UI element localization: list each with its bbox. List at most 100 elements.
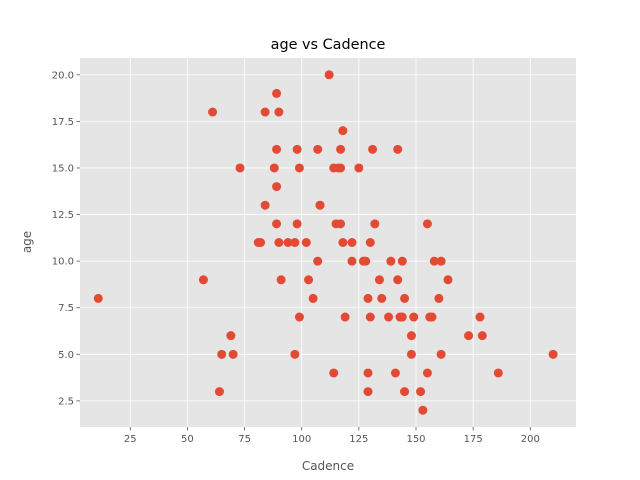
- data-point: [260, 107, 270, 117]
- data-point: [226, 331, 236, 341]
- y-tick-label: 10.0: [52, 257, 74, 268]
- chart-title: age vs Cadence: [271, 37, 386, 53]
- x-tick-label: 175: [464, 434, 483, 445]
- data-point: [400, 387, 410, 397]
- data-point: [354, 163, 364, 173]
- data-point: [274, 238, 284, 247]
- data-point: [416, 387, 426, 397]
- data-point: [256, 238, 266, 247]
- data-point: [409, 312, 419, 322]
- data-point: [406, 349, 416, 359]
- x-tick-label: 200: [521, 434, 540, 445]
- data-point: [340, 312, 350, 322]
- grid-lines: [80, 58, 576, 427]
- data-point: [198, 275, 208, 285]
- x-tick-label: 125: [349, 434, 368, 445]
- data-point: [338, 126, 348, 136]
- x-tick-label: 100: [292, 434, 311, 445]
- data-point: [390, 368, 400, 378]
- data-point: [365, 238, 375, 247]
- data-point: [308, 293, 318, 303]
- data-point: [422, 368, 432, 378]
- y-axis-label: age: [20, 231, 34, 253]
- data-point: [434, 293, 444, 303]
- data-point: [386, 256, 396, 266]
- data-point: [422, 219, 432, 229]
- data-point: [304, 275, 314, 285]
- plot-area: [80, 58, 576, 427]
- data-point: [370, 219, 380, 229]
- data-point: [347, 256, 357, 266]
- data-point: [368, 144, 378, 154]
- y-tick-label: 2.5: [58, 396, 74, 407]
- data-point: [365, 312, 375, 322]
- data-point: [290, 238, 300, 247]
- data-point: [313, 144, 323, 154]
- data-point: [393, 275, 403, 285]
- data-point: [493, 368, 503, 378]
- x-tick-label: 50: [181, 434, 194, 445]
- y-tick-label: 5.0: [58, 350, 74, 361]
- x-axis-label: Cadence: [302, 459, 354, 473]
- data-point: [393, 144, 403, 154]
- data-point: [208, 107, 218, 117]
- data-point: [475, 312, 485, 322]
- x-tick-label: 150: [406, 434, 425, 445]
- data-point: [313, 256, 323, 266]
- data-point: [427, 312, 437, 322]
- data-point: [406, 331, 416, 341]
- data-point: [436, 349, 446, 359]
- data-point: [294, 163, 304, 173]
- data-points: [93, 70, 558, 415]
- data-point: [272, 219, 282, 229]
- x-tick-label: 75: [238, 434, 251, 445]
- data-point: [363, 368, 373, 378]
- data-point: [301, 238, 311, 247]
- data-point: [217, 349, 227, 359]
- data-point: [276, 275, 286, 285]
- data-point: [315, 200, 325, 210]
- y-tick-label: 15.0: [52, 163, 74, 174]
- data-point: [228, 349, 238, 359]
- data-point: [397, 312, 407, 322]
- data-point: [274, 107, 284, 117]
- data-point: [324, 70, 334, 80]
- data-point: [363, 293, 373, 303]
- data-point: [329, 368, 339, 378]
- data-point: [294, 312, 304, 322]
- data-point: [336, 219, 346, 229]
- data-point: [338, 238, 348, 247]
- data-point: [443, 275, 453, 285]
- y-tick-label: 20.0: [52, 70, 74, 81]
- data-point: [290, 349, 300, 359]
- y-tick-label: 12.5: [52, 210, 74, 221]
- data-point: [214, 387, 224, 397]
- data-point: [464, 331, 474, 341]
- y-tick-label: 7.5: [58, 303, 74, 314]
- data-point: [336, 163, 346, 173]
- data-point: [283, 238, 293, 247]
- data-point: [292, 144, 302, 154]
- data-point: [260, 200, 270, 210]
- data-point: [93, 293, 103, 303]
- data-point: [347, 238, 357, 247]
- data-point: [272, 144, 282, 154]
- axis-ticks: 25 50 75 100 125 150 175 200 2.5 5.0 7.5 10.0 12.5 15…: [52, 70, 540, 445]
- data-point: [400, 293, 410, 303]
- data-point: [272, 88, 282, 98]
- data-point: [272, 182, 282, 192]
- data-point: [477, 331, 487, 341]
- data-point: [235, 163, 245, 173]
- x-tick-label: 25: [124, 434, 137, 445]
- data-point: [384, 312, 394, 322]
- data-point: [548, 349, 558, 359]
- data-point: [336, 144, 346, 154]
- data-point: [363, 387, 373, 397]
- data-point: [377, 293, 387, 303]
- data-point: [269, 163, 279, 173]
- data-point: [374, 275, 384, 285]
- data-point: [418, 405, 428, 415]
- data-point: [436, 256, 446, 266]
- data-point: [397, 256, 407, 266]
